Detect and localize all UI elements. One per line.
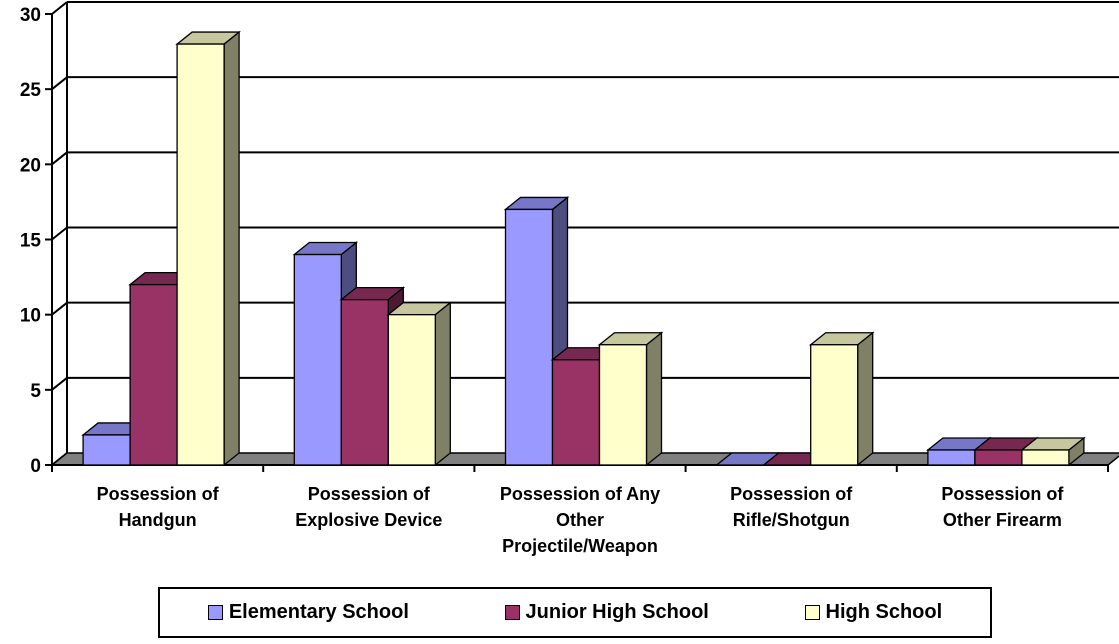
x-category-label: Possession of Rifle/Shotgun bbox=[730, 484, 853, 530]
bar-high-school-5 bbox=[1020, 436, 1086, 467]
bars bbox=[81, 30, 1086, 467]
legend-label-elementary: Elementary School bbox=[228, 601, 409, 623]
gridline-depth bbox=[51, 76, 68, 90]
y-tick-label: 30 bbox=[20, 5, 41, 26]
bar-chart: 0 5 10 15 20 25 30 Possession of Handgun Possessi… bbox=[20, 1, 1119, 556]
bar-high-school-2 bbox=[386, 301, 453, 467]
y-tick-label: 0 bbox=[30, 456, 41, 477]
chart-legend: Elementary School Junior High School Hig… bbox=[158, 587, 992, 638]
legend-swatch-elementary bbox=[207, 605, 223, 620]
gridline-depth bbox=[51, 377, 68, 391]
y-tick-label: 25 bbox=[20, 80, 42, 101]
x-category-label: Possession of Explosive Device bbox=[295, 484, 442, 530]
bar-high-school-1 bbox=[175, 30, 241, 467]
y-tick-label: 5 bbox=[30, 381, 41, 402]
y-tick-label: 20 bbox=[20, 155, 41, 176]
legend-item-high-school: High School bbox=[804, 601, 943, 624]
bar-high-school-4 bbox=[808, 331, 875, 467]
bar-high-school-3 bbox=[597, 331, 664, 467]
gridline-depth bbox=[51, 301, 68, 316]
legend-label-junior-high: Junior High School bbox=[525, 601, 709, 623]
legend-item-elementary: Elementary School bbox=[207, 601, 409, 624]
gridline-depth bbox=[51, 151, 68, 166]
x-category-label: Possession of Handgun bbox=[97, 484, 220, 530]
y-tick-label: 15 bbox=[20, 231, 42, 252]
legend-item-junior-high: Junior High School bbox=[504, 601, 709, 624]
legend-swatch-junior-high bbox=[504, 605, 520, 620]
gridlines bbox=[51, 1, 1119, 466]
x-category-label: Possession of Any Other Projectile/Weapon bbox=[500, 484, 660, 556]
x-category-label: Possession of Other Firearm bbox=[941, 484, 1064, 530]
y-tick-label: 10 bbox=[20, 306, 41, 327]
gridline-depth bbox=[51, 1, 68, 15]
legend-label-high-school: High School bbox=[825, 601, 943, 623]
gridline-depth bbox=[51, 226, 68, 241]
legend-swatch-high-school bbox=[804, 605, 820, 620]
